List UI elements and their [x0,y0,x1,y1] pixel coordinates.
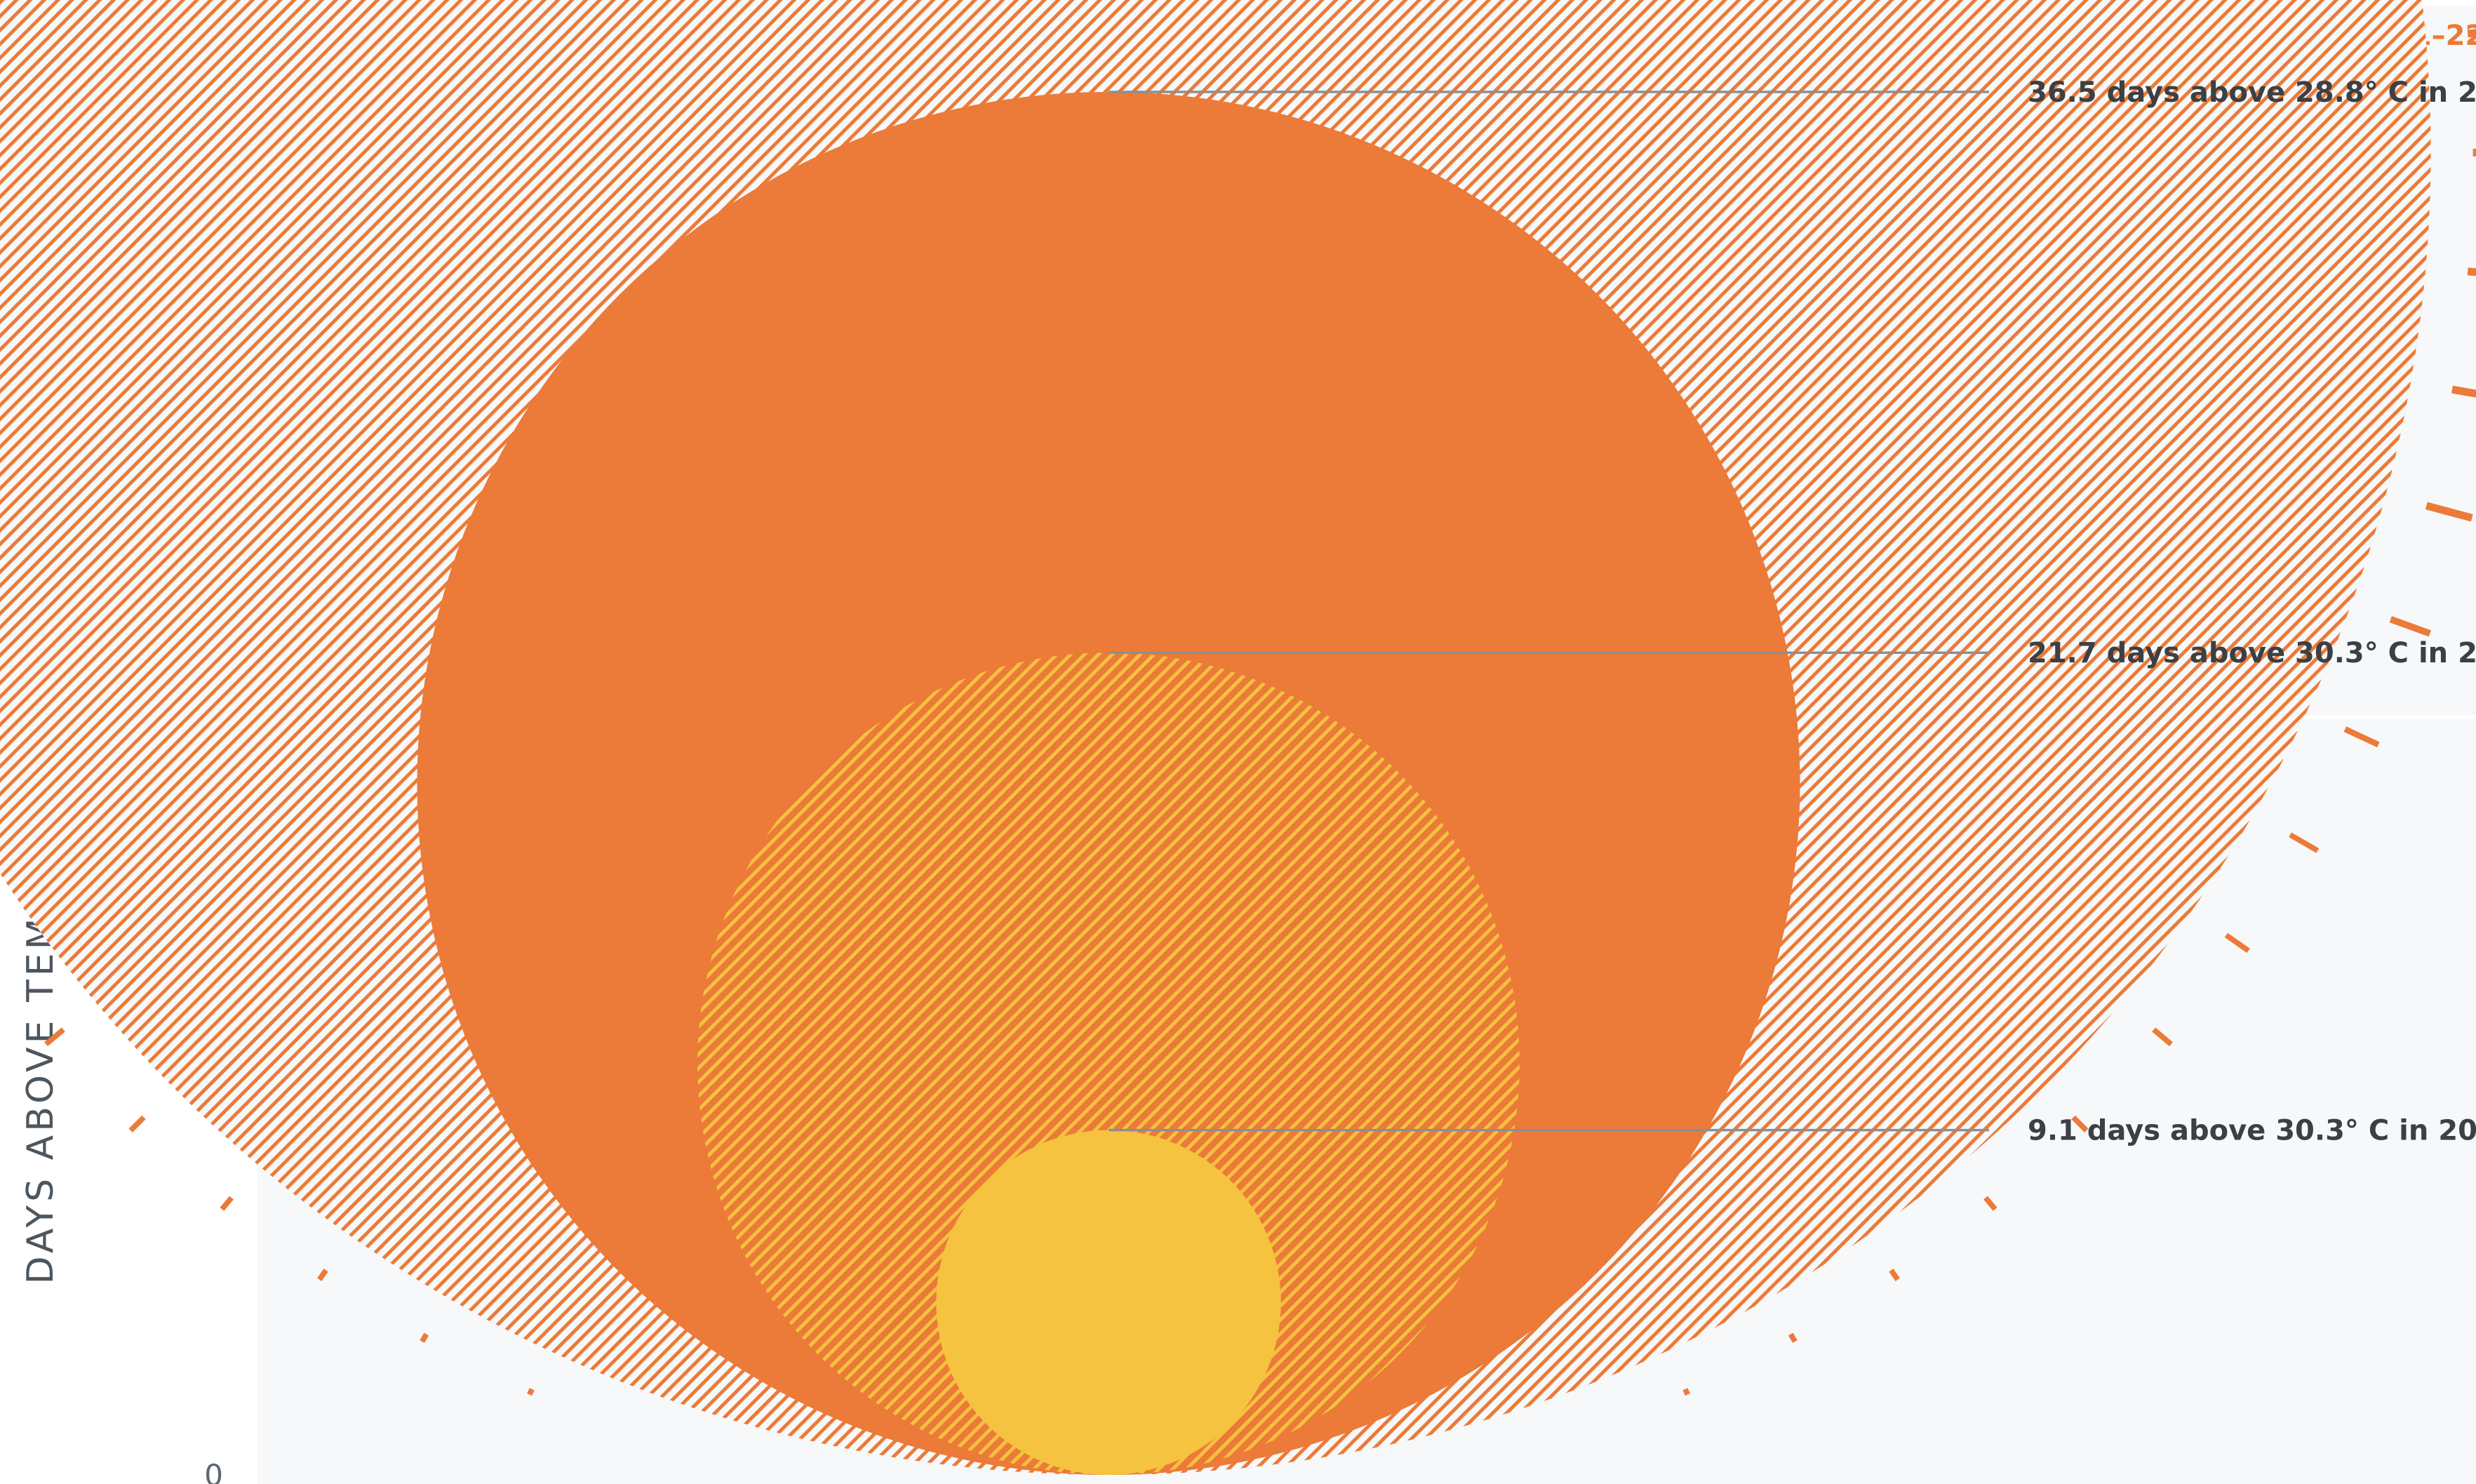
sun-ray [2467,29,2476,38]
sun-ray [1788,1332,1798,1343]
sun-ray [2389,615,2432,637]
leader-lines [1109,91,1989,1132]
sun-ray [128,1115,146,1132]
sun-ray [1983,1196,1997,1211]
annotation-label: 9.1 days above 30.3° C in 2020 [2028,1115,2476,1147]
bubble-3 [697,653,1520,1475]
sun-ray [2224,932,2250,954]
sun-ray [317,1269,328,1281]
sun-ray [2425,502,2473,522]
sun-ray [44,1027,65,1047]
annotation-label: 36.5 days above 28.8° C in 2020 [2028,76,2476,109]
sun-ray [2152,1027,2173,1047]
sun-ray [1682,1388,1690,1396]
y-tick-label: 0 [204,1458,223,1484]
bubble-4 [936,1130,1281,1475]
sun-ray [2467,267,2476,276]
sun-ray [220,1196,234,1211]
sun-ray [527,1388,535,1396]
sun-ray [2289,832,2320,853]
sun-ray [2343,726,2380,748]
annotation-label: 21.7 days above 30.3° C in 2050 [2028,637,2476,669]
sun-ray [2071,1115,2089,1132]
sun-ray [420,1332,429,1343]
sun-rays [44,29,2476,1396]
annotations: 69.8 days above 28.8° C in 205036.5 days… [2028,76,2476,1147]
sun-ray [1889,1269,1900,1281]
